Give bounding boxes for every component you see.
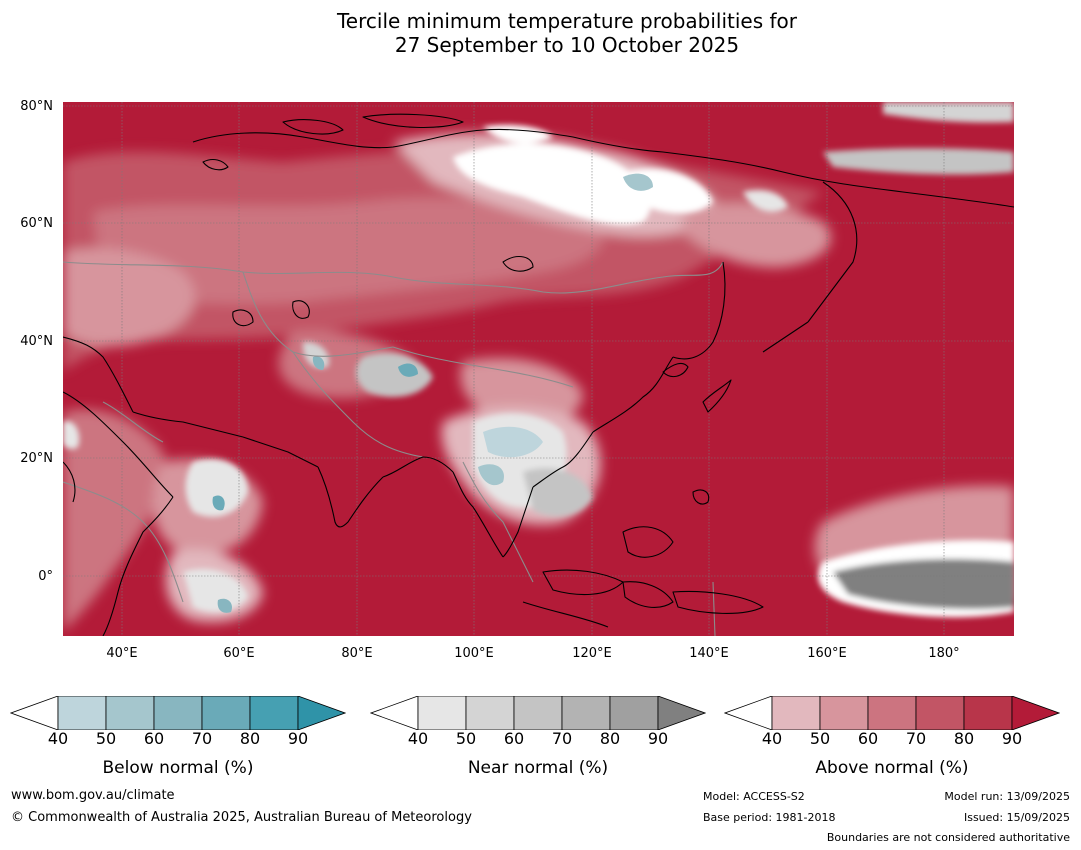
legend-tick: 90 — [1001, 729, 1023, 748]
colorbar-segment — [57, 696, 107, 730]
lat-label-60n: 60°N — [20, 216, 53, 231]
legend-tick: 70 — [905, 729, 927, 748]
legend-below-normal: 40 50 60 70 80 90 Below normal (%) — [10, 696, 346, 786]
colorbar-extension-low — [10, 696, 59, 730]
legend-tick: 50 — [95, 729, 117, 748]
colorbar-extension-low — [724, 696, 773, 730]
lon-label-100e: 100°E — [454, 646, 494, 661]
legend-tick: 40 — [47, 729, 69, 748]
disclaimer-text: Boundaries are not considered authoritat… — [826, 831, 1070, 844]
lat-label-20n: 20°N — [20, 451, 53, 466]
lat-label-80n: 80°N — [20, 99, 53, 114]
legend-tick: 60 — [143, 729, 165, 748]
colorbar-segment — [609, 696, 659, 730]
colorbar-segment — [915, 696, 965, 730]
probability-map — [63, 102, 1014, 636]
colorbar-segment — [771, 696, 821, 730]
legend-tick: 70 — [551, 729, 573, 748]
coastlines — [63, 113, 1014, 636]
legend-tick: 80 — [953, 729, 975, 748]
legend-tick: 60 — [857, 729, 879, 748]
legend-tick: 50 — [809, 729, 831, 748]
graticule — [63, 102, 1014, 636]
lon-label-40e: 40°E — [106, 646, 138, 661]
colorbar-segment — [417, 696, 467, 730]
lat-label-0: 0° — [38, 569, 53, 584]
colorbar-segment — [561, 696, 611, 730]
colorbar-segment — [513, 696, 563, 730]
map-title: Tercile minimum temperature probabilitie… — [0, 9, 1081, 57]
lon-label-140e: 140°E — [689, 646, 729, 661]
legend-title-near: Near normal (%) — [467, 758, 609, 778]
colorbar-segment — [867, 696, 917, 730]
colorbar-segment — [963, 696, 1013, 730]
lon-label-120e: 120°E — [572, 646, 612, 661]
colorbar-segment — [249, 696, 299, 730]
colorbar-segment — [153, 696, 203, 730]
legend-tick: 80 — [239, 729, 261, 748]
colorbar-near-normal — [370, 696, 706, 730]
legend-tick: 80 — [599, 729, 621, 748]
legend-above-normal: 40 50 60 70 80 90 Above normal (%) — [724, 696, 1060, 786]
legend-title-above: Above normal (%) — [815, 758, 969, 778]
model-run-text: Model run: 13/09/2025 — [944, 790, 1070, 803]
website-link[interactable]: www.bom.gov.au/climate — [11, 788, 175, 803]
colorbar-extension-high — [1011, 696, 1060, 730]
base-period-text: Base period: 1981-2018 — [703, 811, 836, 824]
lon-label-60e: 60°E — [223, 646, 255, 661]
lon-label-180: 180° — [928, 646, 960, 661]
title-line-1: Tercile minimum temperature probabilitie… — [336, 9, 798, 33]
legend-tick: 40 — [761, 729, 783, 748]
copyright-text: © Commonwealth of Australia 2025, Austra… — [11, 810, 472, 825]
model-text: Model: ACCESS-S2 — [703, 790, 805, 803]
colorbar-segment — [465, 696, 515, 730]
legend-tick: 40 — [407, 729, 429, 748]
colorbar-segment — [201, 696, 251, 730]
colorbar-below-normal — [10, 696, 346, 730]
title-line-2: 27 September to 10 October 2025 — [394, 33, 740, 57]
near-normal-zones — [63, 102, 1014, 618]
issued-text: Issued: 15/09/2025 — [963, 811, 1070, 824]
lon-label-160e: 160°E — [807, 646, 847, 661]
colorbar-extension-low — [370, 696, 419, 730]
legend-tick: 90 — [287, 729, 309, 748]
colorbar-segment — [819, 696, 869, 730]
colorbar-segment — [105, 696, 155, 730]
colorbar-above-normal — [724, 696, 1060, 730]
lat-label-40n: 40°N — [20, 334, 53, 349]
lon-label-80e: 80°E — [341, 646, 373, 661]
legend-title-below: Below normal (%) — [102, 758, 254, 778]
colorbar-extension-high — [297, 696, 346, 730]
legend-tick: 60 — [503, 729, 525, 748]
map-panel[interactable] — [63, 102, 1014, 636]
legend-tick: 90 — [647, 729, 669, 748]
colorbar-extension-high — [657, 696, 706, 730]
below-normal-zones — [212, 173, 653, 613]
legend-tick: 70 — [191, 729, 213, 748]
legend-tick: 50 — [455, 729, 477, 748]
country-borders — [63, 261, 724, 636]
legend-near-normal: 40 50 60 70 80 90 Near normal (%) — [370, 696, 706, 786]
